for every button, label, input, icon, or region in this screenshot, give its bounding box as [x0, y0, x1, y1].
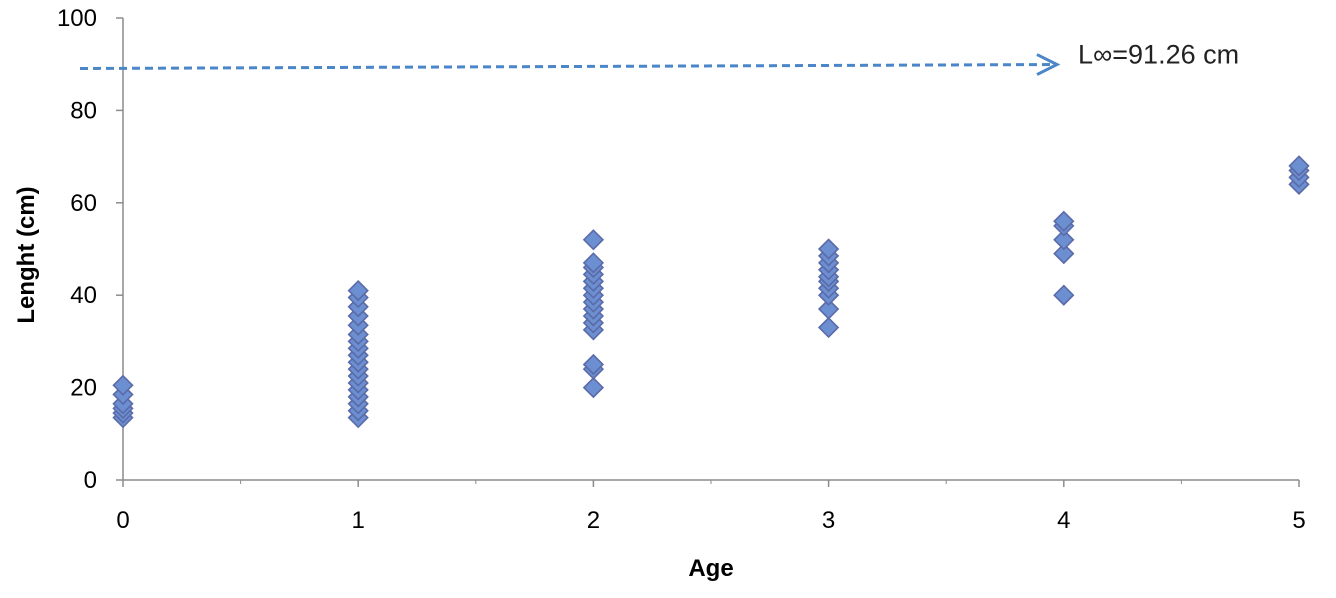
x-tick-label: 2 — [587, 507, 600, 534]
data-point — [582, 353, 605, 376]
data-point — [817, 238, 840, 260]
data-point — [1053, 210, 1075, 232]
x-tick-label: 4 — [1057, 507, 1070, 534]
data-point — [817, 316, 840, 339]
data-point — [1288, 155, 1310, 177]
y-axis-title: Lenght (cm) — [13, 186, 40, 323]
asymptote-arrow — [79, 53, 1061, 76]
data-point — [1053, 229, 1075, 251]
data-point — [582, 229, 605, 251]
x-axis-title: Age — [688, 555, 733, 582]
data-point — [582, 252, 605, 274]
asymptote-label: L∞=91.26 cm — [1078, 40, 1239, 70]
data-points — [112, 155, 1310, 429]
y-tick-label: 100 — [57, 5, 97, 32]
data-point — [817, 298, 840, 320]
x-tick-label: 3 — [822, 507, 835, 534]
y-tick-label: 40 — [70, 282, 97, 309]
y-ticks: 0 20 40 60 80 100 — [57, 5, 123, 494]
x-tick-label: 0 — [116, 507, 129, 534]
x-tick-label: 5 — [1292, 507, 1305, 534]
y-tick-label: 60 — [70, 190, 97, 217]
data-point — [1053, 242, 1075, 265]
y-tick-label: 20 — [70, 375, 97, 402]
axes: 0 20 40 60 80 100 0 1 2 3 4 5 — [57, 5, 1306, 534]
data-point — [112, 374, 134, 396]
x-ticks: 0 1 2 3 4 5 — [116, 480, 1306, 534]
data-point — [1053, 284, 1075, 306]
data-point — [347, 279, 369, 302]
x-tick-label: 1 — [352, 507, 365, 534]
asymptote-annotation: L∞=91.26 cm — [79, 40, 1239, 76]
data-point — [582, 376, 605, 399]
y-tick-label: 0 — [84, 467, 97, 494]
y-tick-label: 80 — [70, 97, 97, 124]
